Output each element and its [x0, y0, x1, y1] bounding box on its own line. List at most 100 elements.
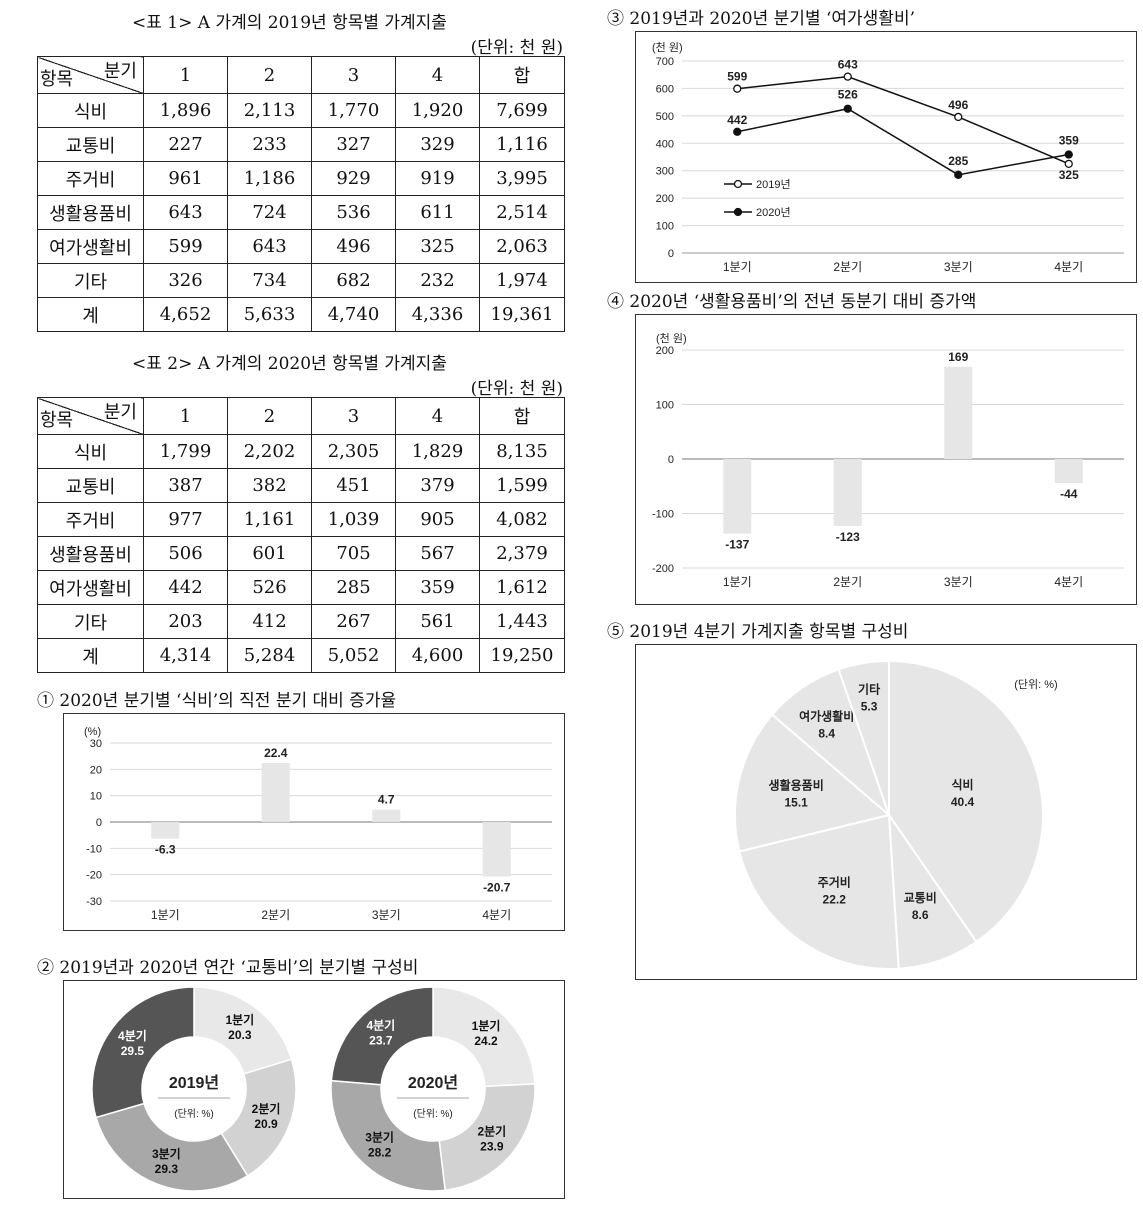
table-cell: 233 [227, 127, 312, 162]
header-cell: 2 [227, 56, 312, 94]
slice-label: 4분기 [366, 1017, 395, 1032]
bar-value-label: -6.3 [155, 843, 176, 857]
y-tick-label: 400 [656, 138, 674, 150]
table-cell: 329 [395, 127, 480, 162]
point-value-label: 325 [1059, 168, 1079, 182]
table-cell: 1,039 [311, 502, 396, 537]
table-cell: 232 [395, 263, 480, 298]
table-cell: 5,284 [227, 638, 312, 673]
x-tick-label: 4분기 [482, 908, 511, 922]
corner-quarter-label: 분기 [103, 61, 137, 82]
donut-slice [438, 1083, 536, 1192]
chart2-title: ② 2019년과 2020년 연간 ‘교통비’의 분기별 구성비 [37, 958, 419, 978]
y-tick-label: 0 [668, 248, 674, 260]
row-label: 여가생활비 [37, 570, 144, 605]
x-tick-label: 1분기 [723, 575, 752, 589]
table1-unit: (단위: 천 원) [470, 38, 563, 58]
table-cell: 3,995 [479, 161, 565, 196]
slice-label: 2분기 [252, 1101, 281, 1116]
table-cell: 599 [143, 229, 228, 264]
y-tick-label: -10 [86, 843, 102, 855]
table-cell: 1,920 [395, 93, 480, 128]
y-tick-label: -20 [86, 870, 102, 882]
row-label: 식비 [37, 434, 144, 469]
donut-slice [330, 986, 434, 1086]
x-tick-label: 1분기 [151, 908, 180, 922]
slice-value: 29.5 [121, 1044, 145, 1058]
bar [372, 809, 401, 822]
row-label: 교통비 [37, 127, 144, 162]
slice-label: 주거비 [818, 874, 851, 889]
y-axis-unit: (천 원) [652, 40, 683, 54]
slice-value: 5.3 [861, 700, 878, 714]
table-cell: 8,135 [479, 434, 565, 469]
table-cell: 1,799 [143, 434, 228, 469]
bar [1054, 459, 1083, 483]
bar [151, 822, 180, 839]
y-tick-label: 0 [96, 817, 102, 829]
slice-label: 1분기 [472, 1018, 501, 1033]
table-cell: 2,379 [479, 536, 565, 571]
slice-value: 8.6 [912, 908, 929, 922]
table-row: 주거비 961 1,186 929 919 3,995 [37, 161, 565, 196]
slice-value: 28.2 [368, 1145, 392, 1159]
data-point [733, 127, 742, 136]
table-cell: 2,202 [227, 434, 312, 469]
y-tick-label: 300 [656, 166, 674, 178]
header-cell: 2 [227, 397, 312, 435]
table-cell: 267 [311, 604, 396, 639]
point-value-label: 496 [948, 98, 968, 112]
table-cell: 4,652 [143, 297, 228, 332]
slice-value: 40.4 [951, 795, 975, 809]
table-row: 기타 326 734 682 232 1,974 [37, 263, 565, 298]
point-value-label: 599 [727, 70, 747, 84]
table-row: 식비 1,896 2,113 1,770 1,920 7,699 [37, 93, 565, 128]
y-axis-unit: (천 원) [656, 331, 687, 345]
header-cell: 4 [395, 56, 480, 94]
table-cell: 961 [143, 161, 228, 196]
x-tick-label: 3분기 [944, 260, 973, 274]
slice-value: 20.9 [254, 1117, 278, 1131]
pie-slice [888, 659, 1044, 944]
y-tick-label: 700 [656, 56, 674, 68]
y-tick-label: -30 [86, 896, 102, 908]
data-point [843, 104, 852, 113]
pie-unit: (단위: %) [1014, 678, 1057, 691]
slice-value: 23.9 [480, 1140, 504, 1154]
chart4-title: ④ 2020년 ‘생활용품비’의 전년 동분기 대비 증가액 [607, 292, 977, 312]
donut-unit: (단위: %) [174, 1107, 214, 1120]
table-cell: 643 [143, 195, 228, 230]
table-cell: 1,186 [227, 161, 312, 196]
legend-marker [733, 207, 743, 217]
table-row: 생활용품비 506 601 705 567 2,379 [37, 536, 565, 571]
slice-label: 생활용품비 [769, 778, 824, 793]
chart5-title: ⑤ 2019년 4분기 가계지출 항목별 구성비 [607, 622, 909, 642]
table-cell: 734 [227, 263, 312, 298]
table1-corner: 분기 항목 [37, 56, 144, 94]
slice-value: 8.4 [818, 726, 835, 740]
slice-value: 15.1 [784, 796, 808, 810]
header-cell: 3 [311, 397, 396, 435]
header-cell: 합 [479, 56, 565, 94]
bar-value-label: -137 [725, 538, 749, 552]
y-axis-unit: (%) [84, 726, 101, 738]
bar [723, 459, 752, 534]
table-cell: 1,829 [395, 434, 480, 469]
table-cell: 705 [311, 536, 396, 571]
corner-item-label: 항목 [40, 69, 74, 90]
table-cell: 359 [395, 570, 480, 605]
donut-slice [91, 986, 195, 1119]
header-cell: 3 [311, 56, 396, 94]
pie-slice [837, 659, 890, 816]
donut-slice [432, 986, 536, 1088]
table-row: 계 4,314 5,284 5,052 4,600 19,250 [37, 638, 565, 673]
table-cell: 2,514 [479, 195, 565, 230]
slice-value: 20.3 [228, 1028, 252, 1042]
data-point [954, 170, 963, 179]
bar-value-label: 169 [948, 350, 968, 364]
table2-unit: (단위: 천 원) [470, 379, 563, 399]
chart1-box: (%) 30 20 10 0 -10 -20 -30 -6.3 1분기 22.4 2분기 4.7 3분기 -… [63, 713, 565, 931]
bar-value-label: 4.7 [378, 793, 395, 807]
table-cell: 4,314 [143, 638, 228, 673]
chart3-title: ③ 2019년과 2020년 분기별 ‘여가생활비’ [607, 9, 915, 29]
